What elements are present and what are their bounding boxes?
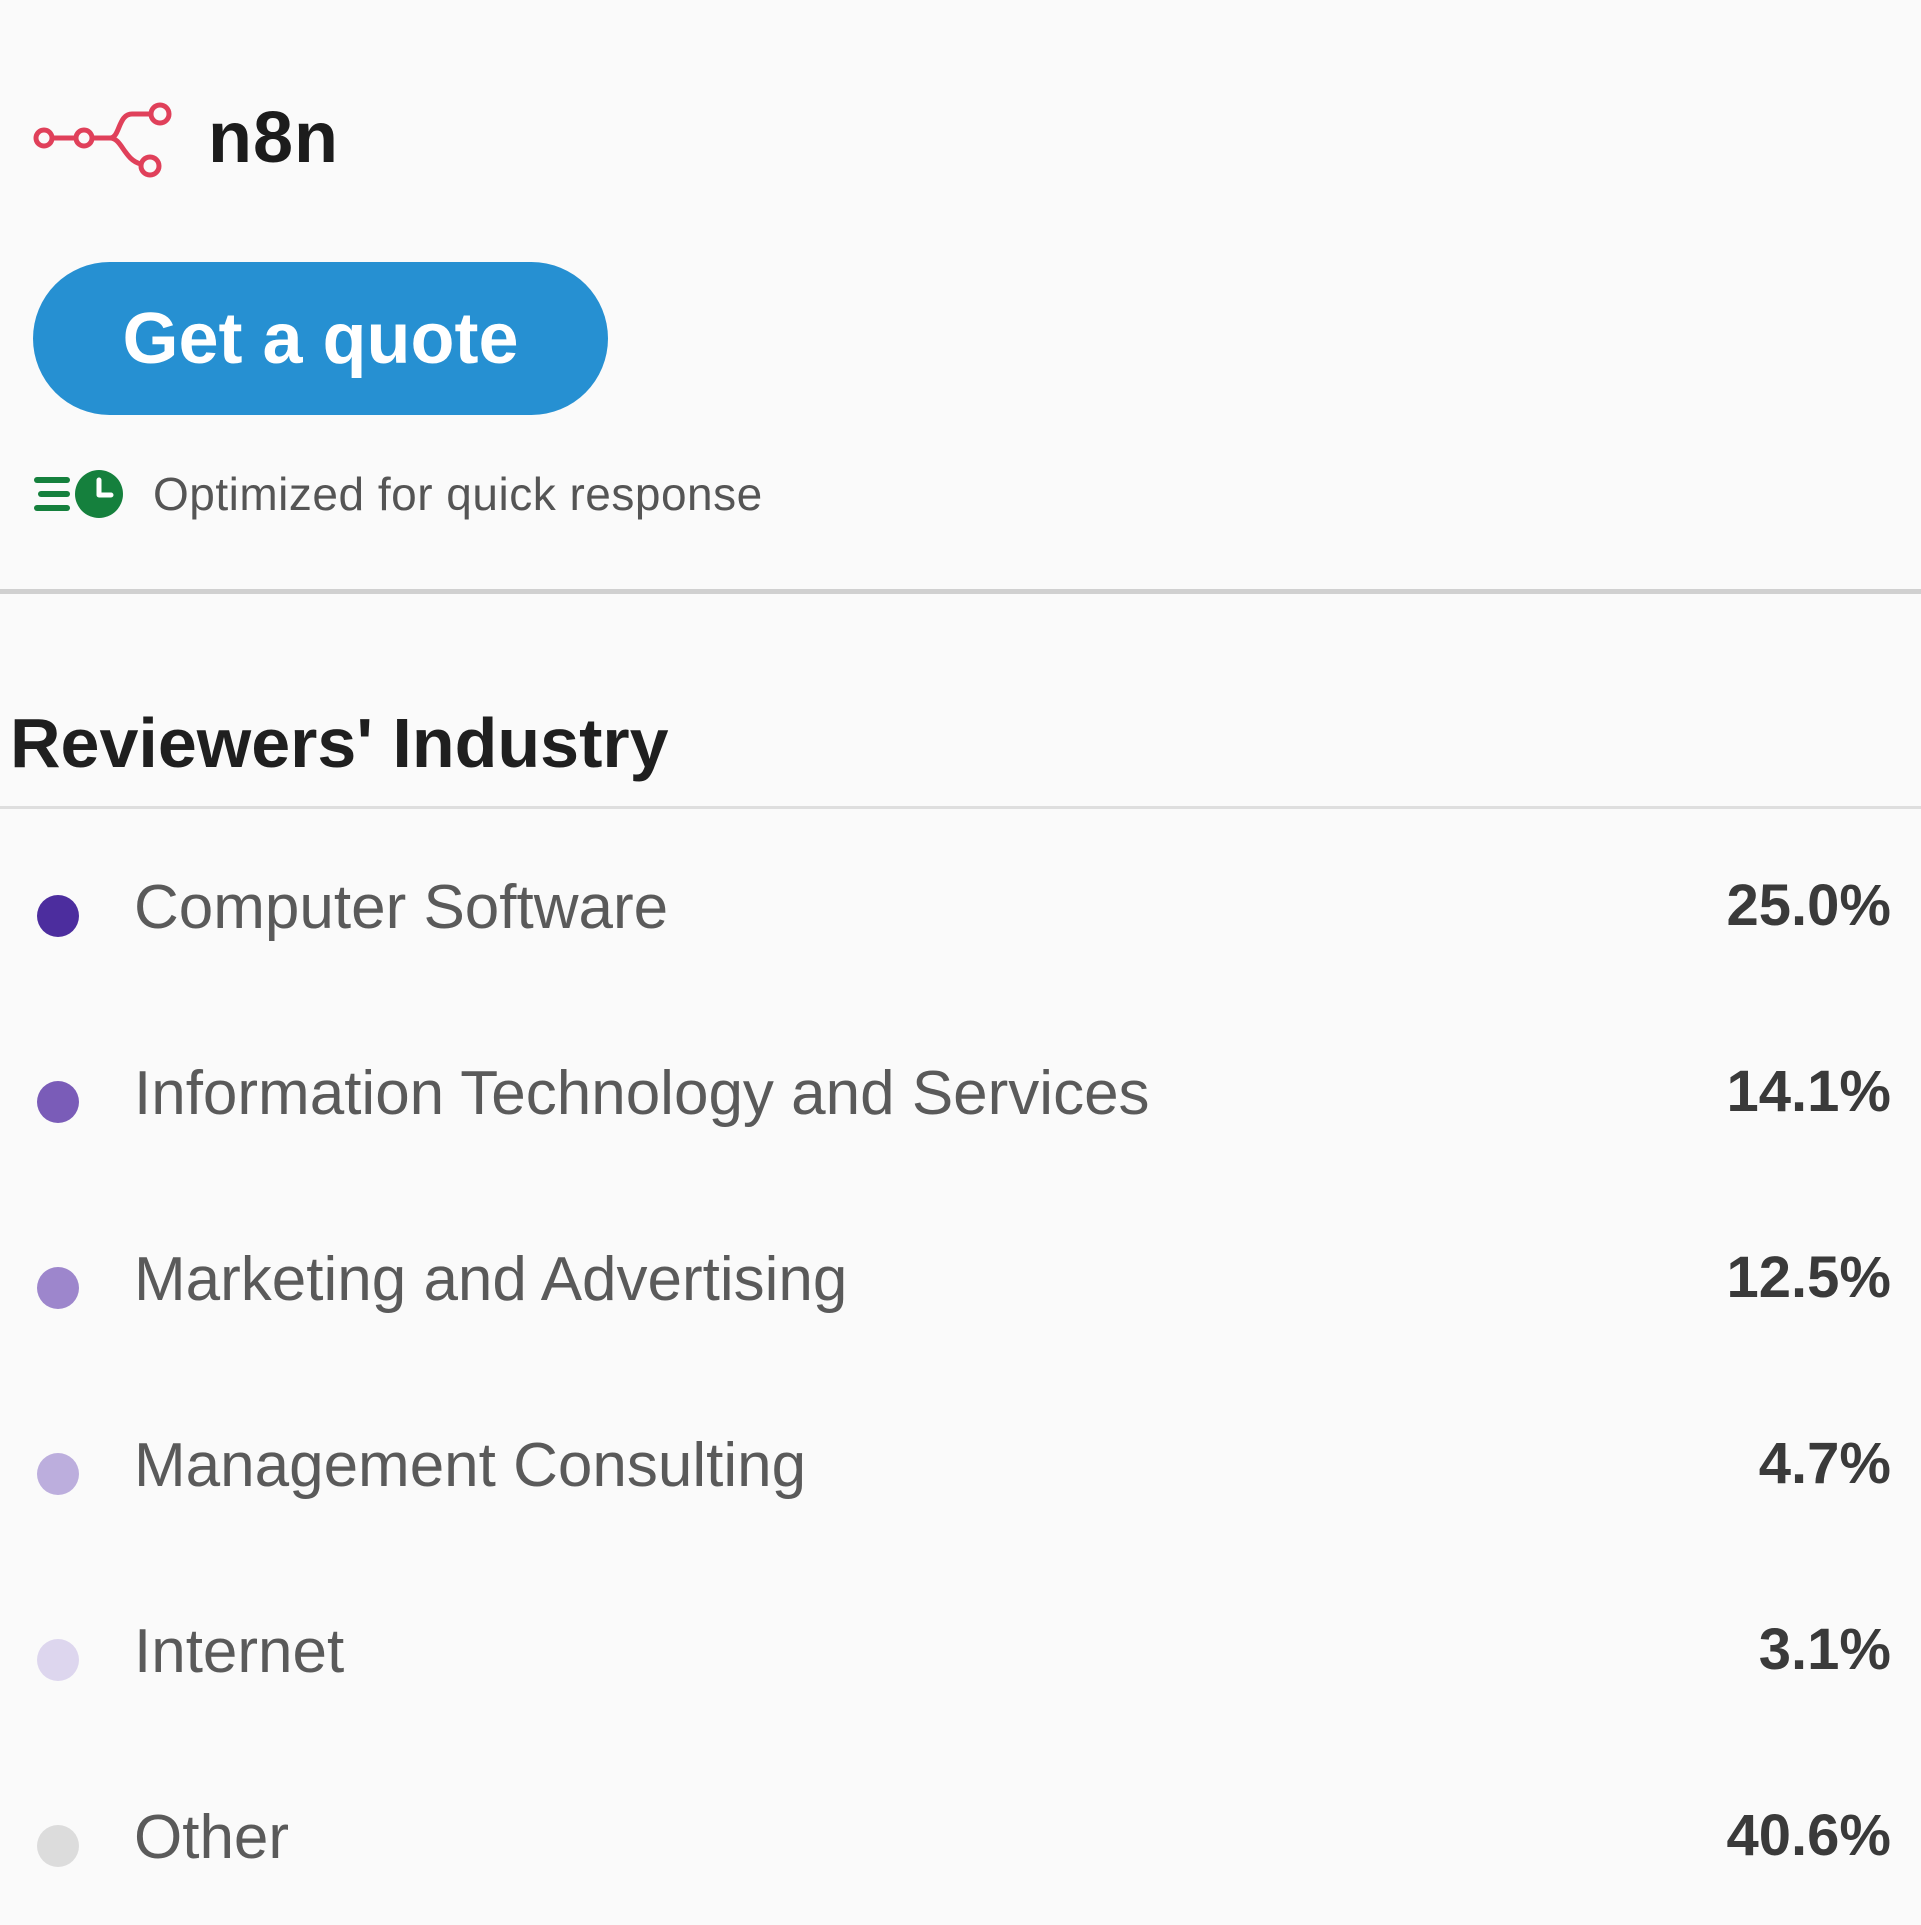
- industry-label: Information Technology and Services: [134, 1059, 1150, 1128]
- industry-label: Marketing and Advertising: [134, 1245, 848, 1314]
- industry-label: Internet: [134, 1617, 345, 1686]
- title-divider: [0, 806, 1921, 809]
- industry-percentage: 14.1%: [1726, 1059, 1891, 1124]
- legend-dot-icon: [37, 1267, 79, 1309]
- quick-response-text: Optimized for quick response: [153, 468, 763, 520]
- industry-row: Information Technology and Services 14.1…: [0, 995, 1921, 1181]
- quick-response-badge: Optimized for quick response: [33, 462, 763, 526]
- section-divider: [0, 589, 1921, 594]
- industry-list: Computer Software 25.0% Information Tech…: [0, 809, 1921, 1925]
- industry-label: Management Consulting: [134, 1431, 807, 1500]
- industry-percentage: 40.6%: [1726, 1803, 1891, 1868]
- industry-label: Computer Software: [134, 873, 669, 942]
- industry-row: Internet 3.1%: [0, 1553, 1921, 1739]
- product-brand[interactable]: n8n: [32, 96, 339, 180]
- legend-dot-icon: [37, 1639, 79, 1681]
- industry-label: Other: [134, 1803, 290, 1872]
- section-title: Reviewers' Industry: [10, 704, 669, 782]
- industry-row: Computer Software 25.0%: [0, 809, 1921, 995]
- legend-dot-icon: [37, 895, 79, 937]
- industry-row: Management Consulting 4.7%: [0, 1367, 1921, 1553]
- get-quote-button[interactable]: Get a quote: [33, 262, 608, 415]
- industry-percentage: 4.7%: [1758, 1431, 1891, 1496]
- legend-dot-icon: [37, 1453, 79, 1495]
- industry-row: Marketing and Advertising 12.5%: [0, 1181, 1921, 1367]
- legend-dot-icon: [37, 1825, 79, 1867]
- legend-dot-icon: [37, 1081, 79, 1123]
- industry-row: Other 40.6%: [0, 1739, 1921, 1925]
- industry-percentage: 3.1%: [1758, 1617, 1891, 1682]
- quick-response-clock-icon: [34, 470, 123, 518]
- n8n-logo-icon: [33, 102, 172, 178]
- industry-percentage: 25.0%: [1726, 873, 1891, 938]
- product-name: n8n: [208, 98, 340, 178]
- industry-percentage: 12.5%: [1726, 1245, 1891, 1310]
